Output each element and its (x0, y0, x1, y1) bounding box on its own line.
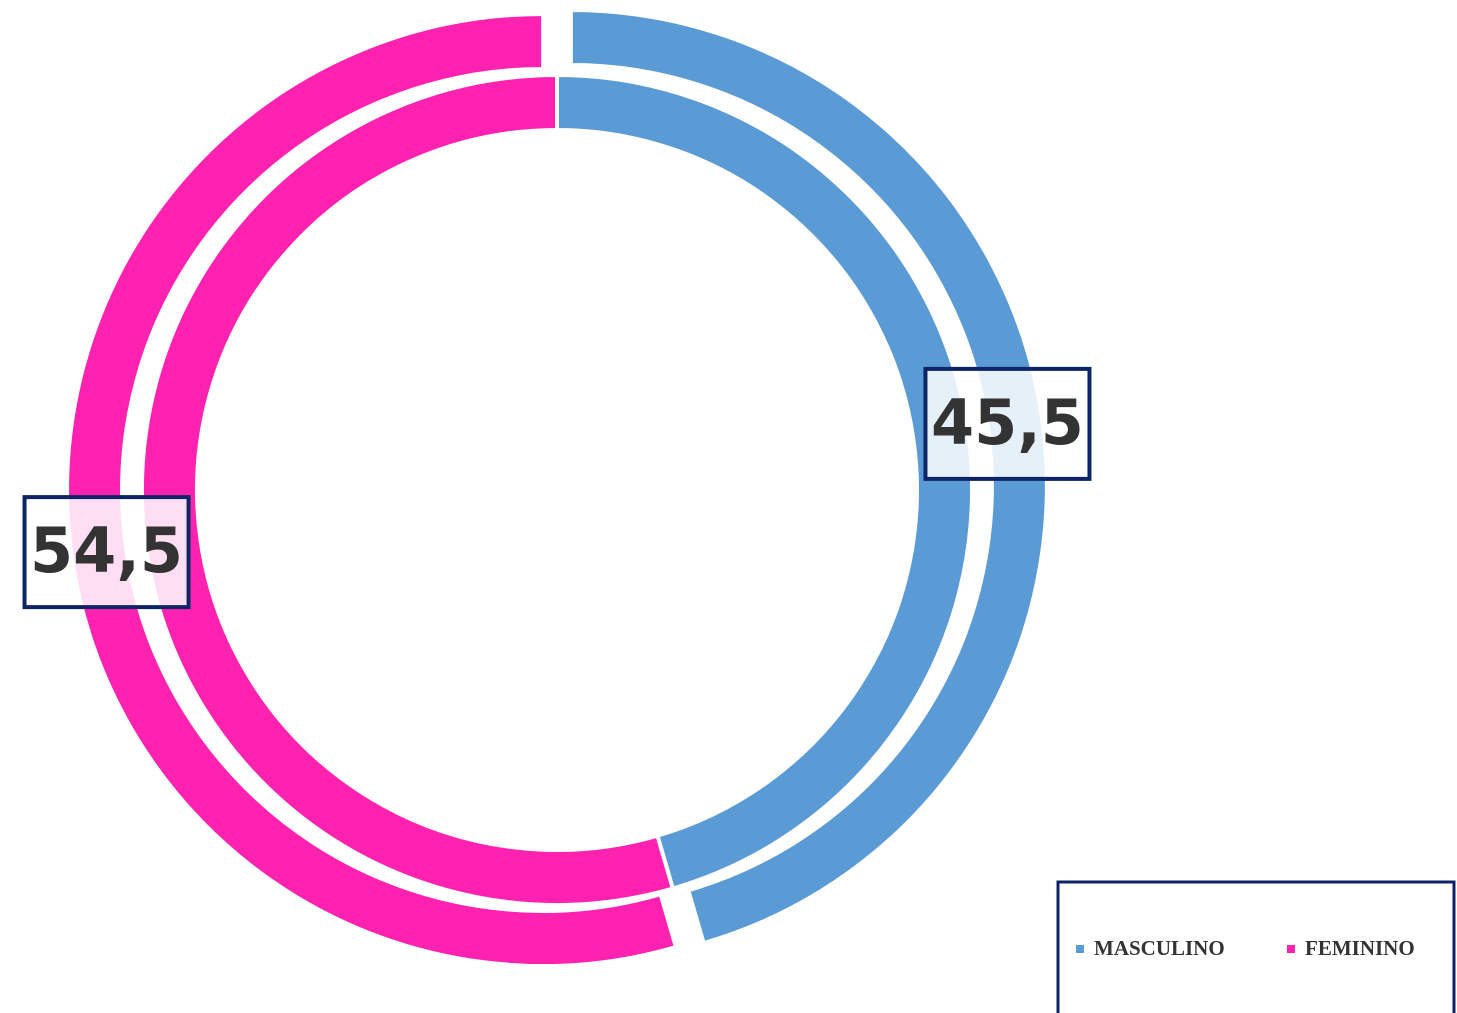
data-label-box (22, 495, 191, 610)
legend-swatch (1287, 945, 1295, 953)
legend-box (1056, 880, 1456, 1013)
ring-segment (65, 11, 679, 968)
ring-segment (140, 72, 676, 907)
data-label: 45,5 (931, 386, 1084, 459)
legend-label: MASCULINO (1094, 936, 1225, 960)
data-label-box (923, 366, 1092, 481)
data-label: 54,5 (30, 514, 183, 587)
legend-swatch (1076, 945, 1084, 953)
ring-segment (568, 8, 1049, 946)
legend-label: FEMININO (1305, 936, 1415, 960)
